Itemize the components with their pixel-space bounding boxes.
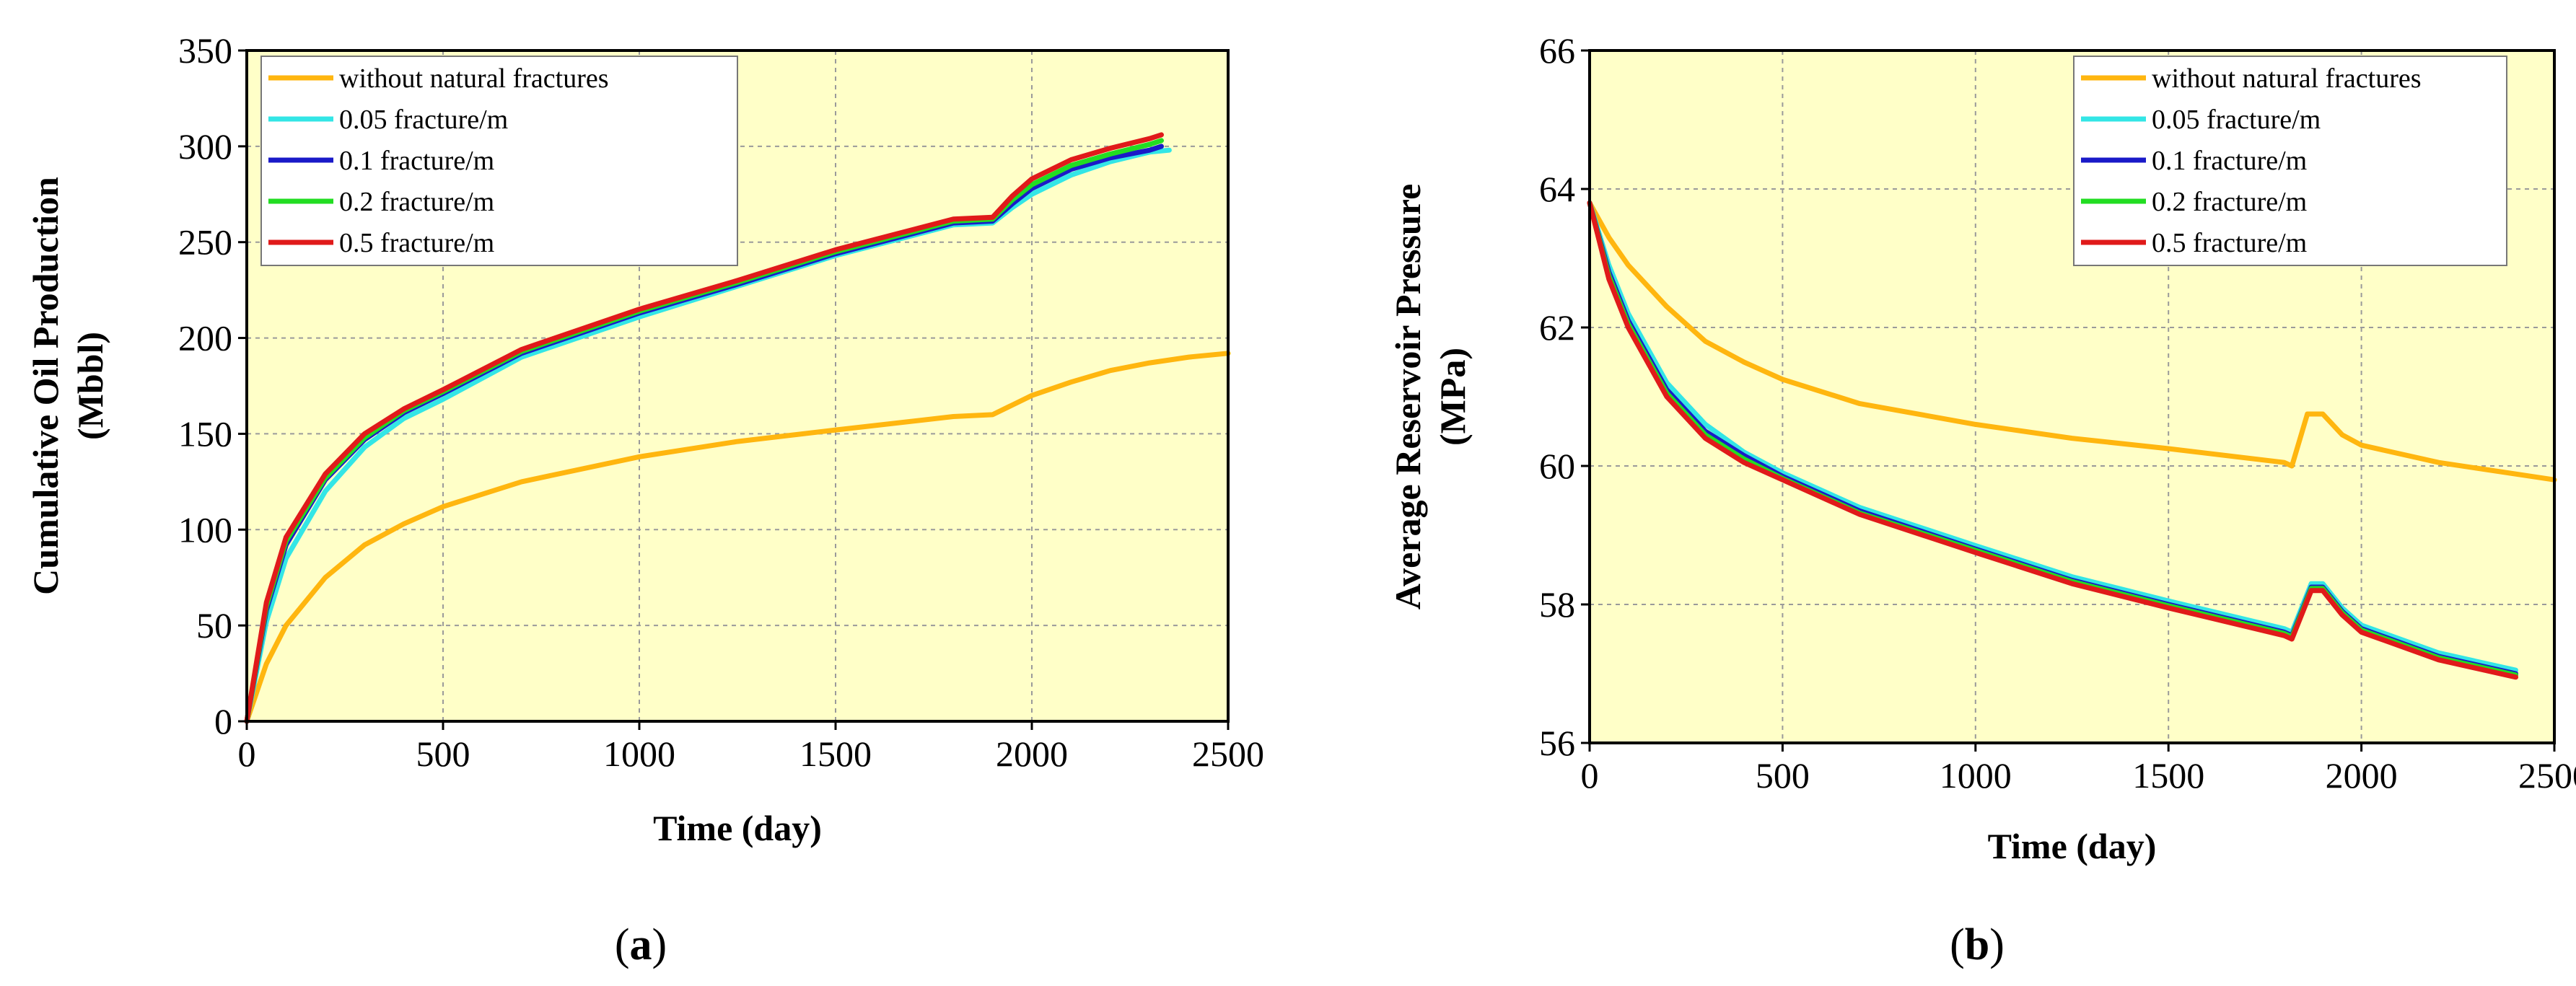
series-line-4 [244,132,1164,724]
legend-box [260,56,738,266]
legend-label: without natural fractures [339,63,609,94]
x-axis-title: Time (day) [1988,826,2157,866]
x-axis-title: Time (day) [653,808,822,848]
y-tick-label: 100 [178,509,232,550]
y-axis-title-unit: (Mbbl) [70,332,110,440]
x-tick-label: 1000 [603,734,675,774]
chart-panel-b: 0 500 1000 1500 2000 2500 56 58 60 62 64 66 Time (da… [1388,30,2576,969]
panel-label: (a) [615,920,667,969]
y-tick-label: 250 [178,222,232,263]
y-tick-label: 62 [1539,307,1575,348]
y-tick-label: 0 [214,701,232,741]
x-tick-label: 2500 [1192,734,1264,774]
legend-label: 0.5 fracture/m [339,228,494,258]
y-axis-title: Cumulative Oil Production [25,177,66,595]
legend-label: 0.2 fracture/m [2152,187,2307,217]
legend: without natural fractures 0.05 fracture/m… [260,56,738,266]
y-tick-label: 58 [1539,584,1575,625]
legend-label: 0.5 fracture/m [2152,228,2307,258]
panel-label: (b) [1950,920,2005,969]
x-tick-label: 1000 [1940,755,2012,796]
x-tick-label: 500 [416,734,470,774]
x-tick-label: 1500 [799,734,872,774]
series-line-0 [1587,200,2557,483]
legend-label: 0.05 fracture/m [339,105,508,135]
legend-label: 0.1 fracture/m [339,146,494,176]
legend: without natural fractures 0.05 fracture/m… [2073,56,2507,266]
y-tick-label: 150 [178,413,232,454]
legend-label: without natural fractures [2152,63,2422,94]
legend-label: 0.1 fracture/m [2152,146,2307,176]
y-tick-label: 66 [1539,30,1575,71]
x-tick-label: 500 [1756,755,1810,796]
y-tick-label: 50 [196,605,232,646]
y-tick-label: 64 [1539,169,1575,209]
series-line-4 [1587,200,2518,680]
y-tick-label: 200 [178,318,232,358]
x-tick-label: 0 [238,734,256,774]
y-tick-label: 60 [1539,446,1575,486]
y-tick-label: 56 [1539,723,1575,763]
x-tick-label: 2000 [996,734,1068,774]
y-tick-label: 350 [178,30,232,71]
y-axis-title-unit: (MPa) [1432,348,1473,446]
series-line-0 [244,351,1231,724]
plot-frame [1588,49,2556,744]
y-axis-title: Average Reservoir Pressure [1388,184,1428,610]
legend-label: 0.05 fracture/m [2152,105,2321,135]
x-tick-label: 2500 [2518,755,2576,796]
x-tick-label: 2000 [2326,755,2398,796]
legend-label: 0.2 fracture/m [339,187,494,217]
x-tick-label: 1500 [2132,755,2204,796]
chart-panel-a: 0 500 1000 1500 2000 2500 0 50 100 150 200 250 300 35… [25,30,1264,969]
plot-frame [245,49,1230,723]
x-tick-label: 0 [1581,755,1599,796]
y-tick-label: 300 [178,126,232,167]
